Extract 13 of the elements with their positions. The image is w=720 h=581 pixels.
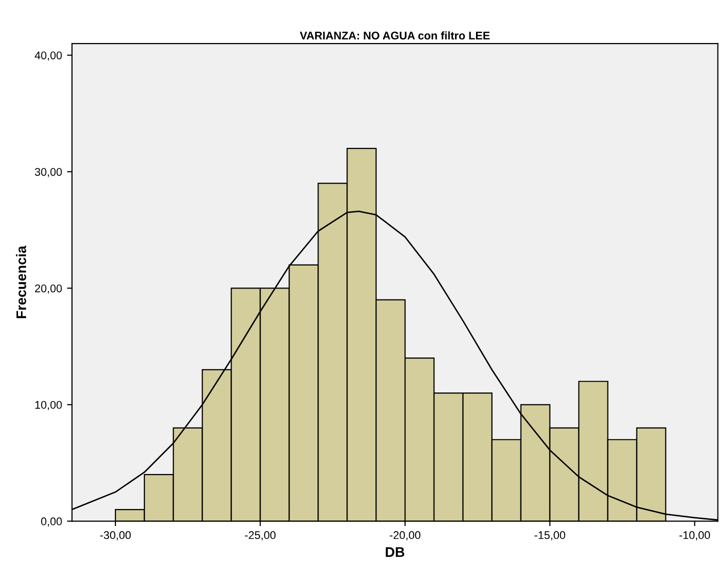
x-axis-title: DB bbox=[386, 547, 404, 557]
y-tick-label: 30,00 bbox=[34, 168, 62, 178]
x-tick-label: -25,00 bbox=[244, 531, 276, 540]
y-tick-label: 0,00 bbox=[41, 517, 62, 527]
y-tick-label: 40,00 bbox=[34, 51, 62, 61]
y-tick-label: 10,00 bbox=[35, 400, 62, 410]
x-tick-label: -30,00 bbox=[100, 531, 131, 540]
y-tick-label: 20,00 bbox=[35, 284, 62, 294]
x-tick-label: -20,00 bbox=[390, 531, 420, 540]
y-axis-title: Frecuencia bbox=[16, 246, 26, 318]
x-tick-label: -15,00 bbox=[534, 531, 566, 540]
chart-title: VARIANZA: NO AGUA con filtro LEE bbox=[300, 31, 490, 40]
x-tick-label: -10,00 bbox=[679, 531, 710, 540]
